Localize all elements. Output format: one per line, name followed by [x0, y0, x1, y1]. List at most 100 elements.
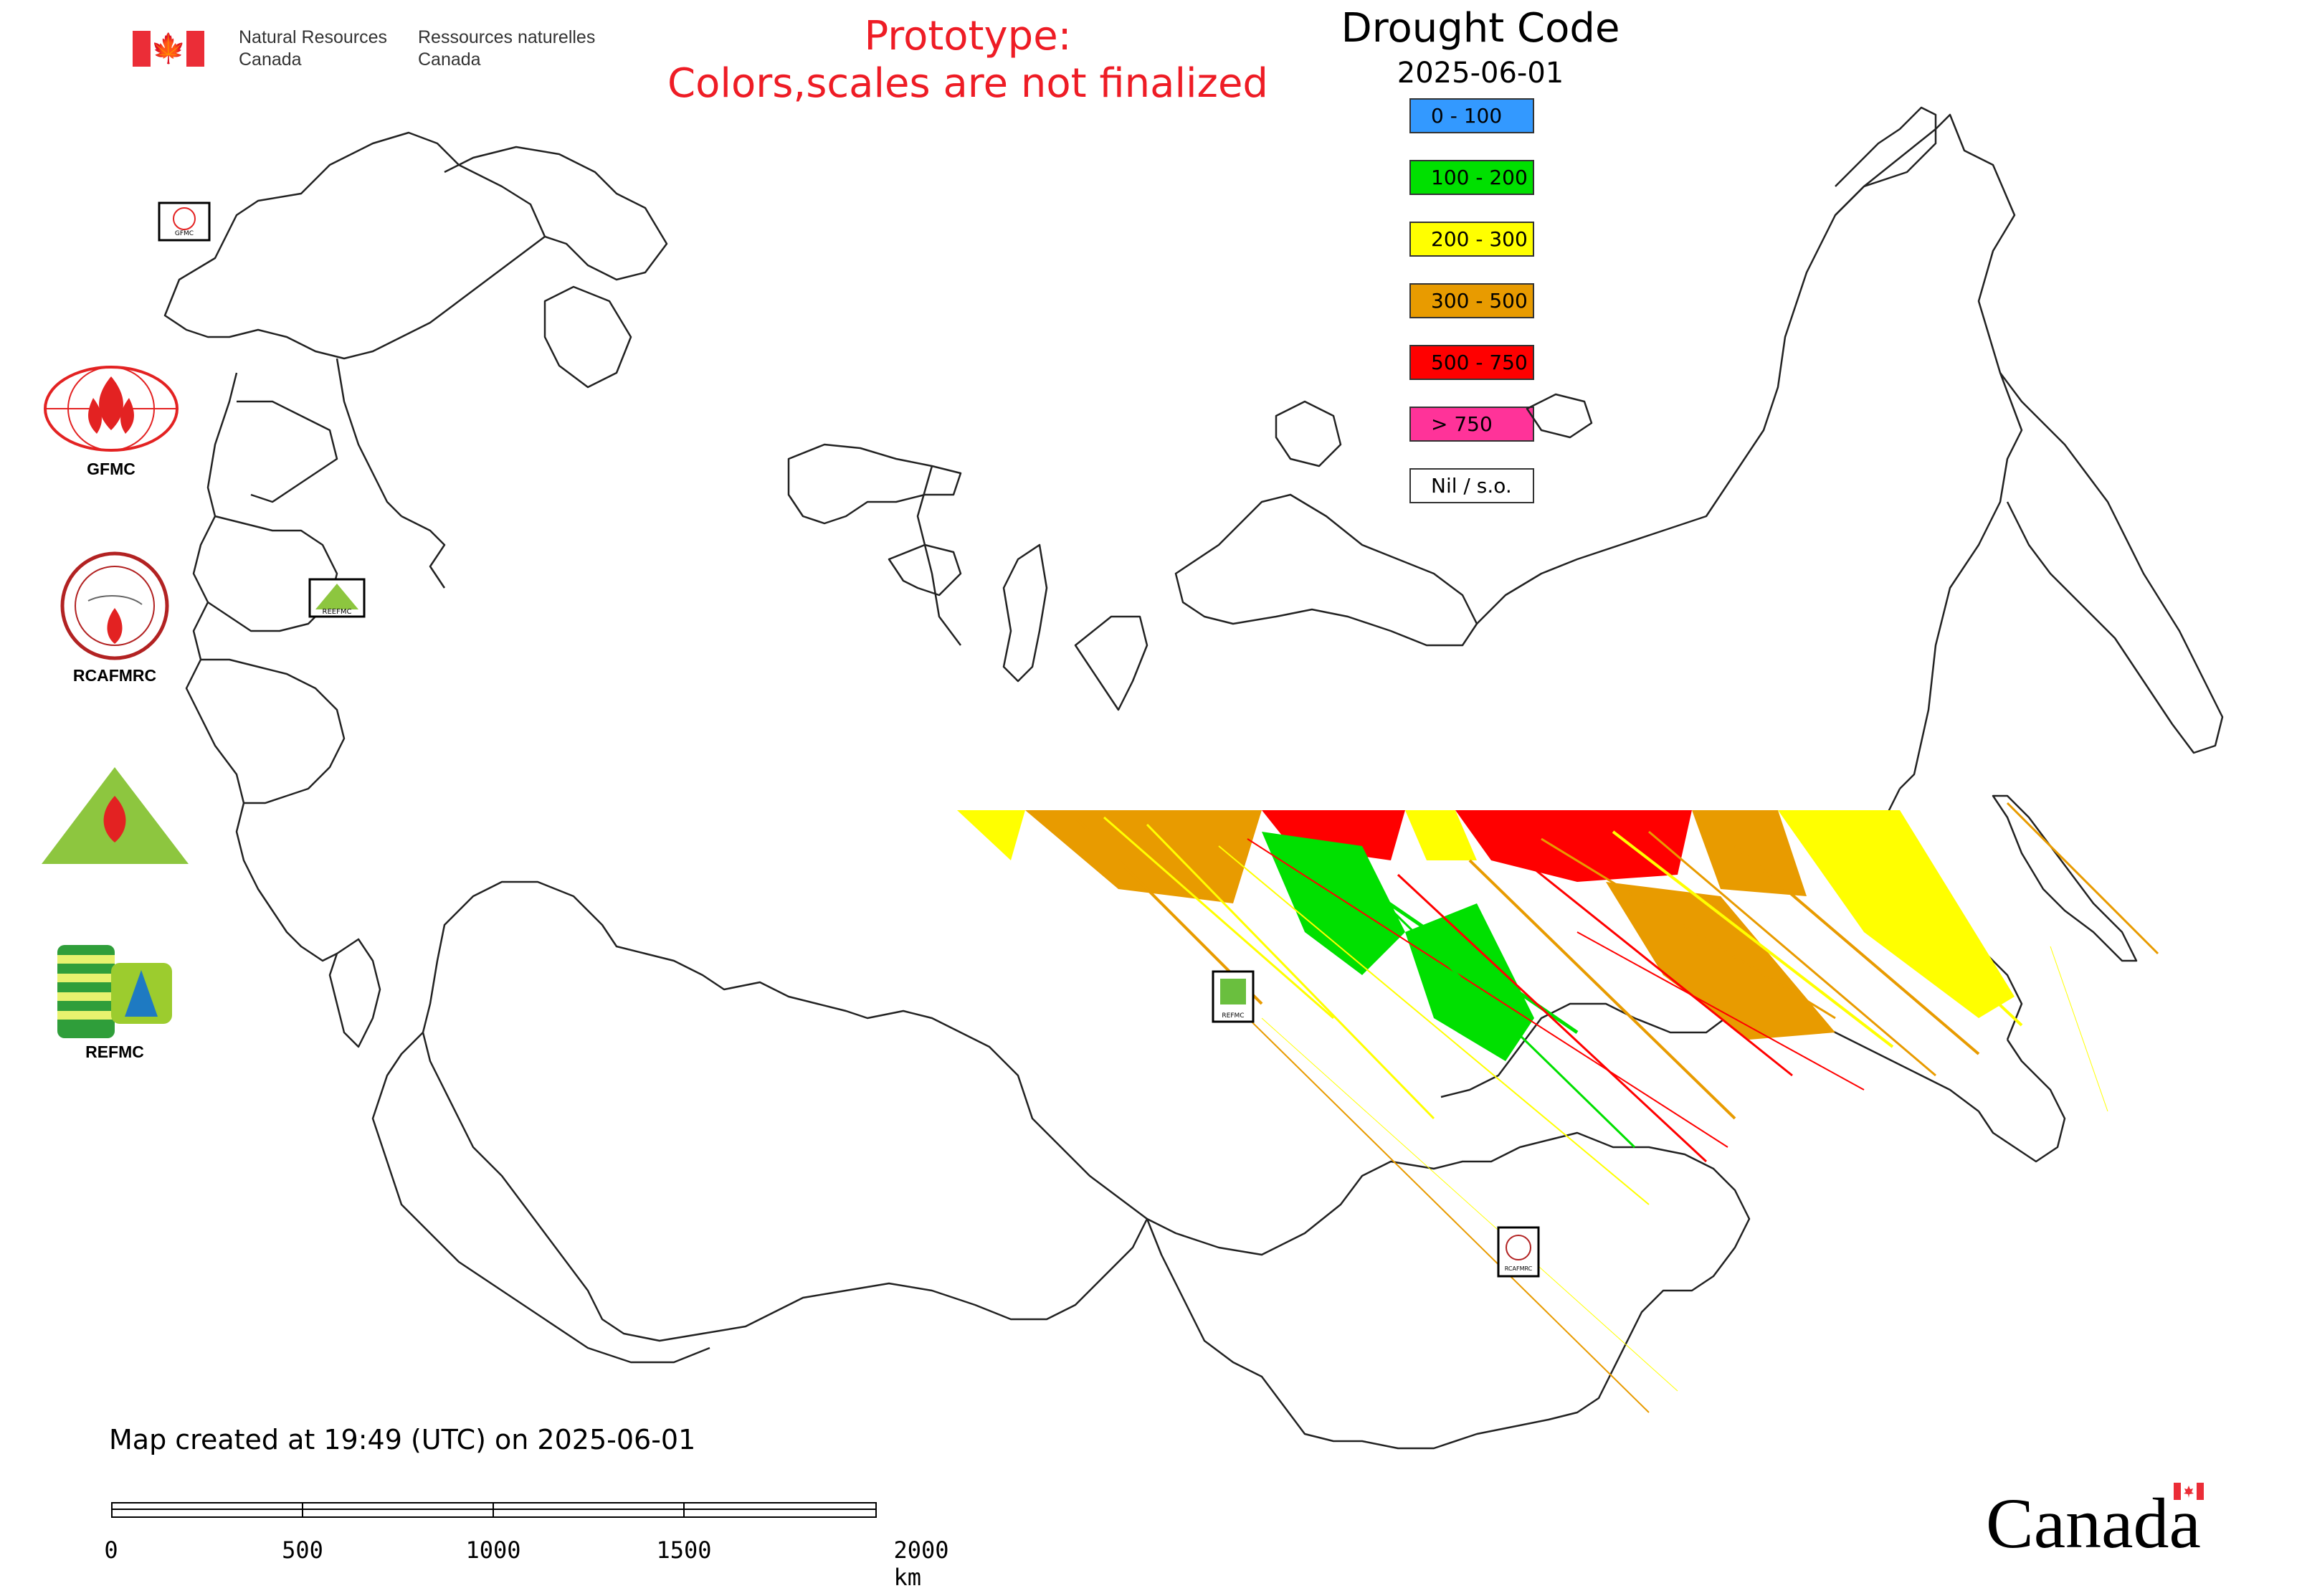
drought-streak: [1468, 859, 1736, 1120]
legend-item: 500 - 750: [1409, 345, 1534, 380]
legend-item: 0 - 100: [1409, 98, 1534, 133]
logo-refmc: REFMC: [57, 945, 172, 1062]
country-borders: [163, 106, 2224, 1450]
map-created-timestamp: Map created at 19:49 (UTC) on 2025-06-01: [109, 1424, 696, 1455]
legend-date: 2025-06-01: [1397, 57, 1564, 90]
map-logo-gfmc: GFMC: [158, 201, 211, 242]
scale-label-0: 0: [104, 1536, 118, 1564]
ukraine-border: [201, 658, 346, 804]
scale-bar: 0 500 1000 1500 2000 km: [104, 1502, 949, 1591]
drought-area-orange: [1606, 882, 1835, 1040]
org-name-english: Natural Resources Canada: [239, 27, 387, 71]
legend-item: > 750: [1409, 407, 1534, 442]
org-fr-line1: Ressources naturelles: [418, 27, 596, 47]
logo-gfmc-label: GFMC: [87, 460, 135, 478]
drought-area-orange: [1692, 810, 1807, 896]
inner-division: [401, 515, 446, 589]
org-name-french: Ressources naturelles Canada: [418, 27, 595, 71]
drought-area-yellow: [1778, 810, 2015, 1018]
caspian-sea: [328, 938, 381, 1048]
scale-segment: [493, 1502, 685, 1518]
drought-streak: [1218, 989, 1650, 1413]
new-siberian-islands: [1526, 393, 1593, 439]
scale-label-2000: 2000 km: [893, 1536, 949, 1591]
canada-wordmark: Canada: [1986, 1483, 2204, 1563]
drought-streak: [1346, 866, 1636, 1149]
logo-rcafmrc-label: RCAFMRC: [72, 666, 157, 685]
map-logo-reefmc: REEFMC: [308, 578, 366, 618]
kamchatka: [1999, 372, 2224, 754]
canada-wordmark-text: Canada: [1986, 1483, 2201, 1563]
org-fr-line2: Canada: [418, 49, 481, 70]
logo-refmc-label: REFMC: [85, 1042, 144, 1061]
chukotka: [1835, 106, 1937, 216]
prototype-line1: Prototype:: [864, 13, 1072, 60]
prototype-line2: Colors,scales are not finalized: [667, 60, 1268, 107]
drought-streak: [1612, 830, 1894, 1048]
western-borders: [185, 372, 338, 962]
white-sea: [543, 285, 632, 389]
logo-gfmc: GFMC: [39, 362, 183, 479]
drought-area-red: [1262, 810, 1405, 860]
drought-streak: [1541, 837, 1836, 1020]
scale-midline: [111, 1509, 875, 1510]
refmc-emblem-icon: [57, 945, 172, 1038]
primorye: [1977, 1039, 2066, 1163]
legend-item: 300 - 500: [1409, 283, 1534, 318]
drought-area-orange: [1025, 810, 1262, 903]
drought-streak: [1103, 816, 1334, 1020]
scale-segment: [111, 1502, 303, 1518]
drought-streak: [2006, 802, 2159, 955]
logo-rcafmrc: RCAFMRC: [54, 551, 176, 685]
reefmc-emblem-icon: [41, 767, 189, 864]
drought-streak: [1261, 1017, 1678, 1392]
gydan: [1074, 615, 1148, 711]
org-en-line1: Natural Resources: [239, 27, 388, 47]
drought-streak: [1805, 823, 2023, 1027]
drought-overlay: [957, 802, 2159, 1413]
logo-reefmc: [36, 764, 194, 871]
gfmc-emblem-icon: [44, 366, 179, 452]
legend-title: Drought Code: [1341, 5, 1620, 52]
canada-wordmark-flag-icon: [2173, 1483, 2204, 1500]
drought-streak: [1146, 823, 1435, 1120]
drought-streak: [1218, 845, 1650, 1205]
map-logo-refmc-label: REFMC: [1222, 1012, 1244, 1020]
central-asia-border: [371, 1032, 710, 1364]
drought-area-green: [1262, 832, 1405, 975]
drought-streak: [1247, 838, 1728, 1148]
internal-line: [916, 465, 961, 646]
drought-area-yellow: [957, 810, 1025, 860]
drought-streak: [1648, 830, 1936, 1077]
scale-label-1500: 1500: [656, 1536, 712, 1564]
government-header: 🍁 Natural Resources Canada Ressources na…: [133, 25, 599, 75]
map-logo-reefmc-label: REEFMC: [323, 608, 352, 616]
sakhalin: [1992, 794, 2138, 962]
org-en-line2: Canada: [239, 49, 302, 70]
taymyr: [1174, 493, 1478, 647]
prototype-notice: Prototype: Colors,scales are not finaliz…: [631, 13, 1305, 108]
drought-streak: [2050, 946, 2108, 1112]
canada-flag-icon: 🍁: [133, 31, 204, 67]
scandinavia-coast: [163, 131, 546, 360]
legend-item: 100 - 200: [1409, 160, 1534, 195]
map-logo-gfmc-label: GFMC: [175, 230, 194, 237]
novaya-zemlya: [787, 443, 962, 525]
drought-streak: [1397, 873, 1708, 1163]
drought-area-red: [1455, 810, 1692, 882]
drought-streak: [1733, 845, 1980, 1055]
drought-streak: [1505, 845, 1793, 1077]
arctic-coast-east: [1476, 113, 2023, 789]
map-logo-rcafmrc-label: RCAFMRC: [1505, 1265, 1533, 1272]
kazakhstan-border: [422, 880, 1148, 1342]
kola-peninsula: [444, 146, 668, 281]
map-logo-rcafmrc: RCAFMRC: [1497, 1226, 1540, 1278]
finland-russia: [336, 358, 402, 517]
drought-streak: [1576, 931, 1865, 1091]
russia-china-border: [1440, 1002, 1979, 1112]
map-logo-refmc: REFMC: [1212, 970, 1255, 1023]
legend-item: 200 - 300: [1409, 222, 1534, 257]
legend-item: Nil / s.o.: [1409, 468, 1534, 503]
drought-area-yellow: [1405, 810, 1477, 860]
